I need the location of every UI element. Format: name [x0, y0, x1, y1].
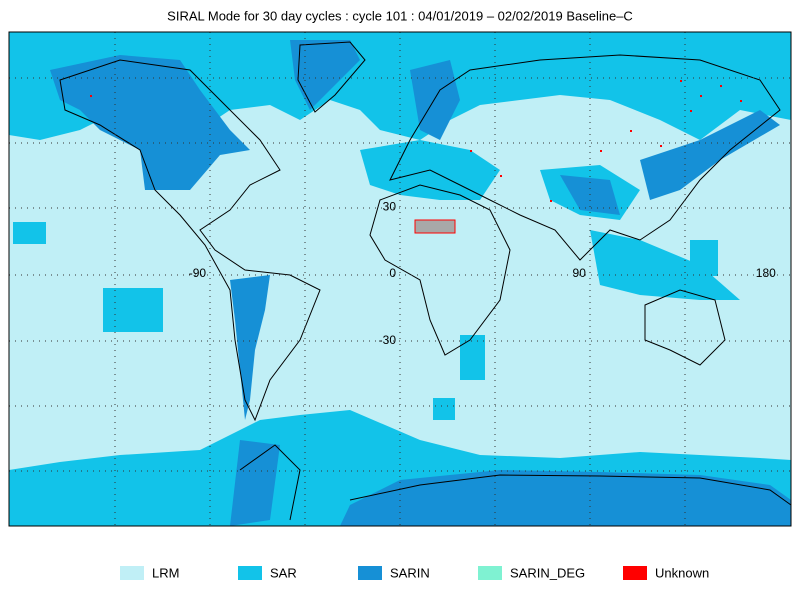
legend-swatch — [623, 566, 647, 580]
coastline — [239, 444, 792, 521]
grid-label: 180 — [756, 266, 776, 280]
map: 30 -90 0 90 180 -30 — [8, 31, 792, 527]
sarin-east-asia — [640, 110, 780, 200]
coastline — [369, 184, 511, 356]
coastline — [59, 59, 321, 422]
coastline — [644, 289, 726, 366]
sarin-greenland — [290, 40, 360, 110]
sarin-antarctica — [230, 440, 791, 526]
grid-label: 0 — [389, 266, 396, 280]
legend-swatch — [120, 566, 144, 580]
legend-label: SARIN — [390, 565, 430, 580]
legend-swatch — [238, 566, 262, 580]
sar-box — [460, 335, 485, 380]
map-frame — [8, 31, 792, 527]
sar-seasia — [590, 230, 740, 300]
sar-box — [433, 398, 455, 420]
coastline — [389, 54, 781, 261]
sarin-north-america — [50, 55, 250, 190]
legend-label: SAR — [270, 565, 297, 580]
legend-swatch — [478, 566, 502, 580]
grid-label: 30 — [383, 200, 397, 214]
grid-label: -30 — [379, 333, 397, 347]
sar-box — [103, 288, 163, 332]
sar-box — [690, 240, 718, 276]
legend-label: Unknown — [655, 565, 709, 580]
legend-swatch — [358, 566, 382, 580]
unknown-dots — [90, 80, 742, 202]
graticule — [9, 32, 791, 526]
legend-label: LRM — [152, 565, 179, 580]
map-title: SIRAL Mode for 30 day cycles : cycle 101… — [167, 8, 633, 23]
legend-label: SARIN_DEG — [510, 565, 585, 580]
grid-label: 90 — [573, 266, 587, 280]
unknown-area — [414, 219, 456, 234]
sar-box — [13, 222, 46, 244]
coastline — [297, 41, 366, 113]
grid-label: -90 — [189, 266, 207, 280]
sarin-south-america — [230, 275, 270, 420]
legend: LRM SAR SARIN SARIN_DEG Unknown — [120, 565, 709, 580]
